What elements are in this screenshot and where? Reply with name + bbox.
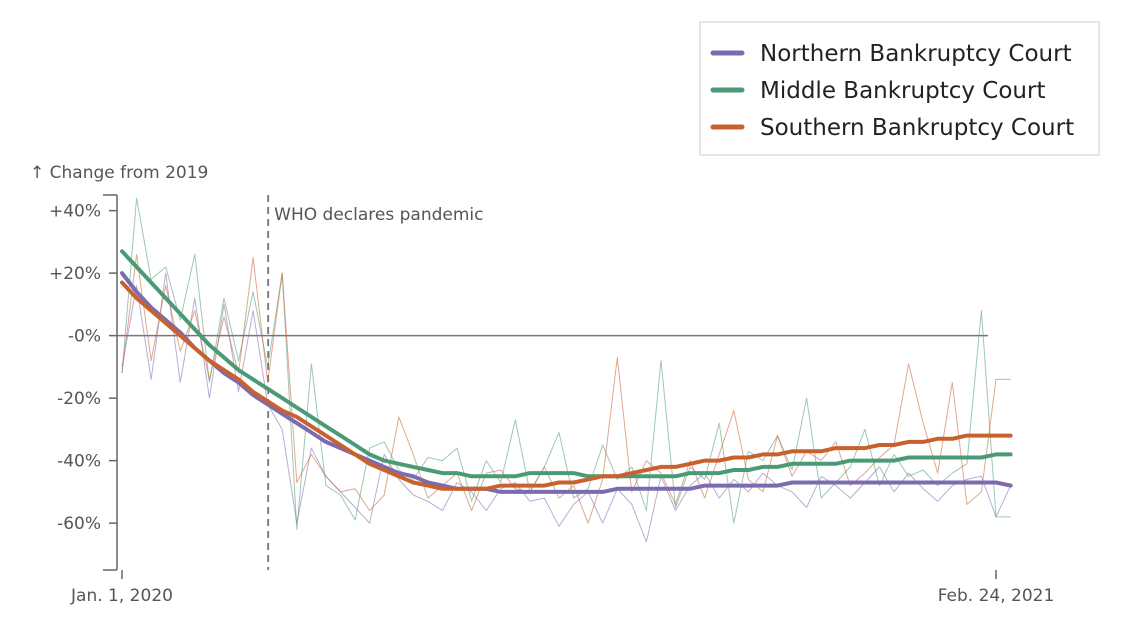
weekly-line-1 xyxy=(121,197,1011,530)
legend-label: Southern Bankruptcy Court xyxy=(760,115,1074,141)
legend: Northern Bankruptcy Court Middle Bankrupt… xyxy=(699,21,1100,156)
y-tick-label: +20% xyxy=(49,264,101,284)
y-tick-label: -60% xyxy=(57,514,101,534)
y-tick-label: -0% xyxy=(68,327,101,347)
y-axis-ticks: +40% +20% -0% -20% -40% -60% xyxy=(49,194,117,571)
smoothed-series-group xyxy=(120,249,1013,494)
weekly-line-0 xyxy=(121,272,1012,543)
y-tick-label: -20% xyxy=(57,389,101,409)
x-axis-ticks: Jan. 1, 2020 Feb. 24, 2021 xyxy=(70,570,1054,606)
y-tick-label: +40% xyxy=(49,202,101,222)
smoothed-line-1 xyxy=(120,249,1013,479)
smoothed-line-2 xyxy=(120,280,1013,491)
x-tick-label: Feb. 24, 2021 xyxy=(938,586,1055,606)
pandemic-annotation-label: WHO declares pandemic xyxy=(274,205,483,225)
smoothed-line-0 xyxy=(120,271,1013,494)
x-tick-label: Jan. 1, 2020 xyxy=(70,586,173,606)
y-axis-title: ↑ Change from 2019 xyxy=(30,163,208,183)
legend-label: Middle Bankruptcy Court xyxy=(760,78,1045,104)
legend-box xyxy=(699,21,1100,156)
legend-label: Northern Bankruptcy Court xyxy=(760,41,1072,67)
y-tick-label: -40% xyxy=(57,452,101,472)
